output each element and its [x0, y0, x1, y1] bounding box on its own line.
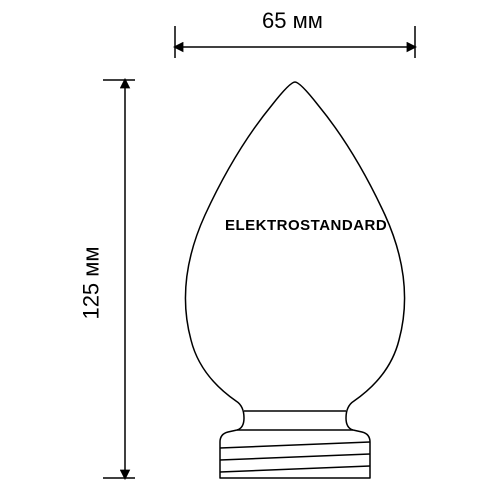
width-label: 65 мм: [262, 8, 323, 34]
height-label: 125 мм: [79, 246, 105, 319]
diagram-svg: [0, 0, 500, 500]
bulb-outline: [185, 82, 404, 478]
height-dimension: [103, 80, 135, 478]
diagram-canvas: 65 мм 125 мм ELEKTROSTANDARD: [0, 0, 500, 500]
brand-label: ELEKTROSTANDARD: [225, 217, 387, 234]
